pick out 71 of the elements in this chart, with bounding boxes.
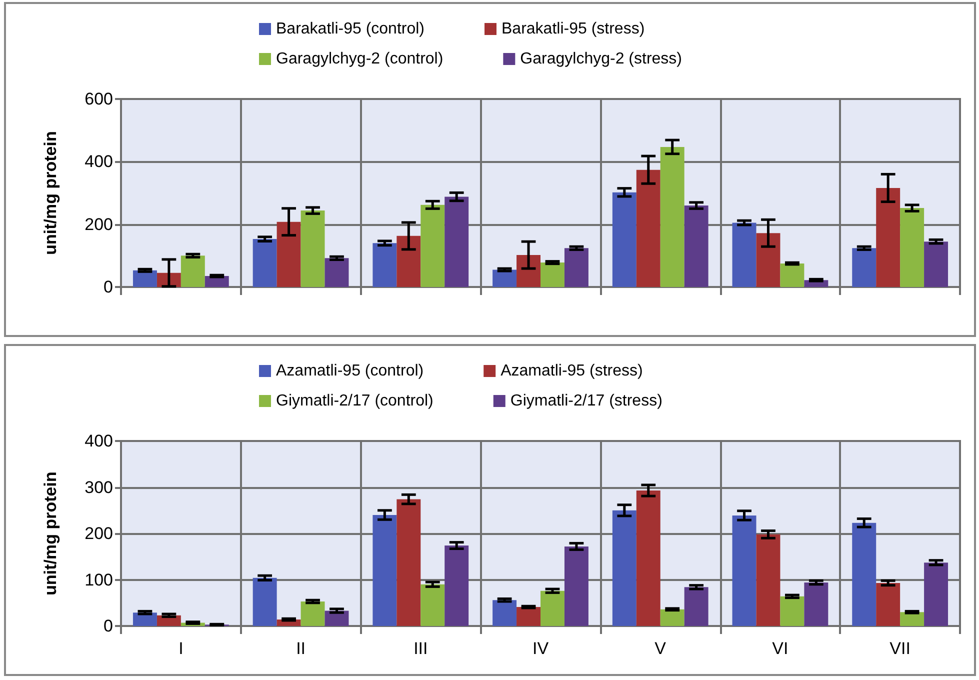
bar [516, 255, 540, 287]
bar [540, 262, 564, 287]
bar [852, 248, 876, 287]
bar [516, 607, 540, 626]
bar [420, 204, 445, 287]
x-tick-label: II [296, 639, 306, 658]
y-tick-label: 300 [84, 478, 113, 497]
bar [852, 522, 876, 626]
bar [372, 515, 397, 626]
bar [444, 546, 469, 626]
legend-label: Barakatli-95 (stress) [502, 20, 645, 38]
bar [780, 264, 804, 287]
x-tick-label: III [414, 639, 428, 658]
legend-label: Giymatli-2/17 (stress) [510, 392, 662, 410]
bar [300, 601, 325, 626]
bar [492, 600, 517, 626]
y-axis-title: unit/mg protein [41, 131, 60, 255]
legend-label: Garagylchyg-2 (control) [276, 50, 444, 68]
bar [660, 609, 684, 626]
x-tick-label: VI [772, 639, 788, 658]
bar [660, 146, 684, 287]
bar [900, 208, 924, 287]
bar [444, 196, 469, 287]
y-axis-title: unit/mg protein [41, 472, 60, 596]
bar [396, 236, 421, 287]
bar [540, 590, 564, 626]
bar [252, 578, 277, 626]
bar [636, 490, 660, 626]
legend-label: Giymatli-2/17 (control) [276, 392, 434, 410]
bar [564, 546, 588, 626]
bar [276, 222, 301, 287]
bar [564, 248, 588, 287]
legend-label: Azamatli-95 (stress) [500, 362, 643, 380]
bar [180, 256, 205, 287]
bar [612, 510, 636, 626]
y-tick-label: 100 [84, 570, 113, 590]
legend-label: Barakatli-95 (control) [276, 20, 424, 38]
bar [420, 584, 445, 626]
bar [132, 270, 157, 287]
y-tick-label: 200 [84, 524, 113, 543]
bar [780, 596, 804, 626]
y-tick-label: 600 [84, 90, 113, 108]
bar [924, 562, 948, 626]
x-tick-label: VII [890, 639, 910, 658]
bar [924, 242, 948, 287]
bar [804, 582, 828, 626]
legend-label: Garagylchyg-2 (stress) [520, 50, 682, 68]
bar [756, 534, 780, 626]
y-tick-label: 400 [84, 152, 113, 172]
x-tick-label: I [178, 639, 184, 658]
bar [636, 170, 660, 287]
bar [732, 222, 756, 287]
legend-label: Azamatli-95 (control) [276, 362, 424, 380]
y-tick-label: 400 [84, 432, 113, 450]
y-tick-label: 0 [104, 278, 113, 296]
bar [684, 206, 708, 287]
bar [756, 233, 780, 287]
bar [396, 499, 421, 626]
bar [612, 192, 636, 287]
bar [732, 515, 756, 626]
bar [372, 243, 397, 287]
bar [324, 258, 349, 287]
x-tick-label: IV [532, 639, 550, 658]
bar [252, 239, 277, 287]
bar [684, 587, 708, 626]
bar [876, 582, 900, 626]
x-tick-label: V [654, 639, 667, 658]
y-tick-label: 200 [84, 214, 113, 234]
bar [300, 210, 325, 287]
y-tick-label: 0 [104, 616, 113, 636]
bar [876, 188, 900, 287]
